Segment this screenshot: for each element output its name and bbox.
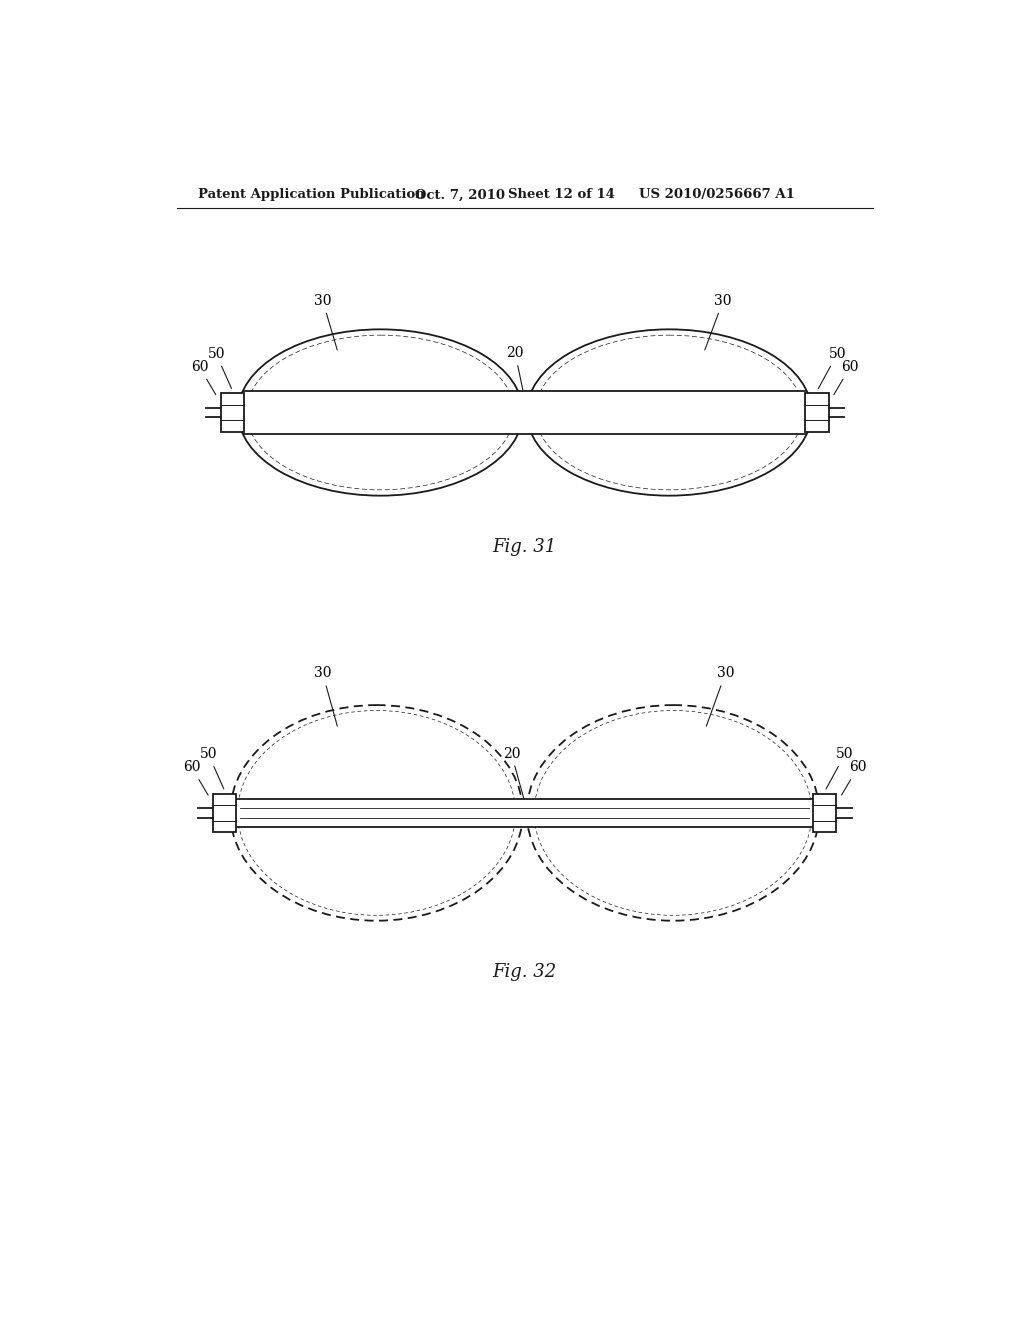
Text: Fig. 31: Fig. 31 xyxy=(493,539,557,556)
Text: 20: 20 xyxy=(503,747,526,807)
Text: Patent Application Publication: Patent Application Publication xyxy=(199,189,425,202)
Text: US 2010/0256667 A1: US 2010/0256667 A1 xyxy=(639,189,795,202)
Bar xyxy=(237,799,813,826)
Bar xyxy=(244,391,806,434)
Text: Fig. 32: Fig. 32 xyxy=(493,964,557,981)
Bar xyxy=(221,393,244,432)
Text: 20: 20 xyxy=(507,346,526,407)
Text: 50: 50 xyxy=(208,347,231,388)
Bar xyxy=(813,793,837,832)
Bar xyxy=(806,393,828,432)
Text: 60: 60 xyxy=(834,360,859,395)
Text: 30: 30 xyxy=(705,294,732,350)
Text: 50: 50 xyxy=(818,347,846,388)
Bar xyxy=(213,793,237,832)
Text: 50: 50 xyxy=(826,747,854,789)
Text: 30: 30 xyxy=(314,294,337,350)
Text: 50: 50 xyxy=(200,747,224,789)
Text: 60: 60 xyxy=(190,360,216,395)
Text: Sheet 12 of 14: Sheet 12 of 14 xyxy=(508,189,614,202)
Text: 30: 30 xyxy=(314,667,337,726)
Text: 30: 30 xyxy=(707,667,734,726)
Text: 60: 60 xyxy=(842,760,866,795)
Text: 60: 60 xyxy=(183,760,208,795)
Text: Oct. 7, 2010: Oct. 7, 2010 xyxy=(416,189,506,202)
